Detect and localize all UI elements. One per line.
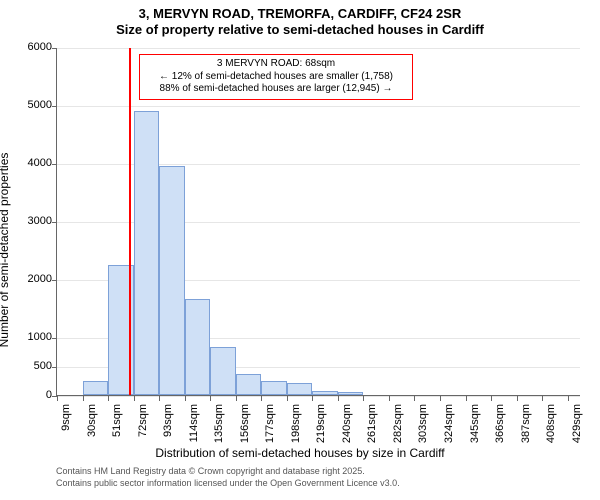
xtick-mark [287,396,288,401]
histogram-bar [210,347,236,395]
histogram-bar [261,381,287,396]
xtick-mark [363,396,364,401]
y-axis-label: Number of semi-detached properties [0,153,11,348]
marker-line [129,48,131,395]
ytick-label: 5000 [4,99,52,111]
ytick-mark [52,164,57,165]
xtick-mark [57,396,58,401]
histogram-bar [83,381,109,396]
xtick-mark [83,396,84,401]
title-sub: Size of property relative to semi-detach… [0,22,600,38]
xtick-mark [108,396,109,401]
xtick-mark [491,396,492,401]
histogram-bar [312,391,338,395]
ytick-label: 3000 [4,215,52,227]
gridline-h [57,48,580,49]
title-block: 3, MERVYN ROAD, TREMORFA, CARDIFF, CF24 … [0,6,600,39]
histogram-bar [185,299,211,395]
gridline-h [57,396,580,397]
ytick-mark [52,280,57,281]
xtick-mark [338,396,339,401]
xtick-mark [185,396,186,401]
annotation-line3: 88% of semi-detached houses are larger (… [145,83,407,96]
ytick-mark [52,367,57,368]
xtick-mark [568,396,569,401]
annotation-box: 3 MERVYN ROAD: 68sqm← 12% of semi-detach… [139,54,413,100]
histogram-bar [159,166,185,395]
attribution-line2: Contains public sector information licen… [56,478,580,490]
ytick-label: 2000 [4,273,52,285]
ytick-mark [52,222,57,223]
annotation-line2: ← 12% of semi-detached houses are smalle… [145,71,407,84]
xtick-mark [440,396,441,401]
figure-container: 3, MERVYN ROAD, TREMORFA, CARDIFF, CF24 … [0,0,600,500]
ytick-label: 0 [4,389,52,401]
xtick-mark [236,396,237,401]
ytick-label: 500 [4,360,52,372]
ytick-mark [52,338,57,339]
ytick-mark [52,48,57,49]
ytick-label: 6000 [4,41,52,53]
x-axis-label: Distribution of semi-detached houses by … [0,446,600,460]
gridline-h [57,106,580,107]
annotation-line1: 3 MERVYN ROAD: 68sqm [145,58,407,71]
xtick-mark [517,396,518,401]
xtick-mark [261,396,262,401]
histogram-bar [338,392,364,395]
xtick-mark [210,396,211,401]
xtick-mark [466,396,467,401]
xtick-mark [312,396,313,401]
xtick-mark [542,396,543,401]
attribution-line1: Contains HM Land Registry data © Crown c… [56,466,580,478]
histogram-bar [236,374,262,395]
xtick-mark [159,396,160,401]
ytick-label: 4000 [4,157,52,169]
xtick-mark [389,396,390,401]
plot-area: 3 MERVYN ROAD: 68sqm← 12% of semi-detach… [56,48,580,396]
ytick-label: 1000 [4,331,52,343]
ytick-mark [52,106,57,107]
attribution: Contains HM Land Registry data © Crown c… [56,466,580,489]
histogram-bar [134,111,160,395]
xtick-mark [414,396,415,401]
xtick-mark [134,396,135,401]
title-main: 3, MERVYN ROAD, TREMORFA, CARDIFF, CF24 … [0,6,600,22]
histogram-bar [287,383,313,395]
